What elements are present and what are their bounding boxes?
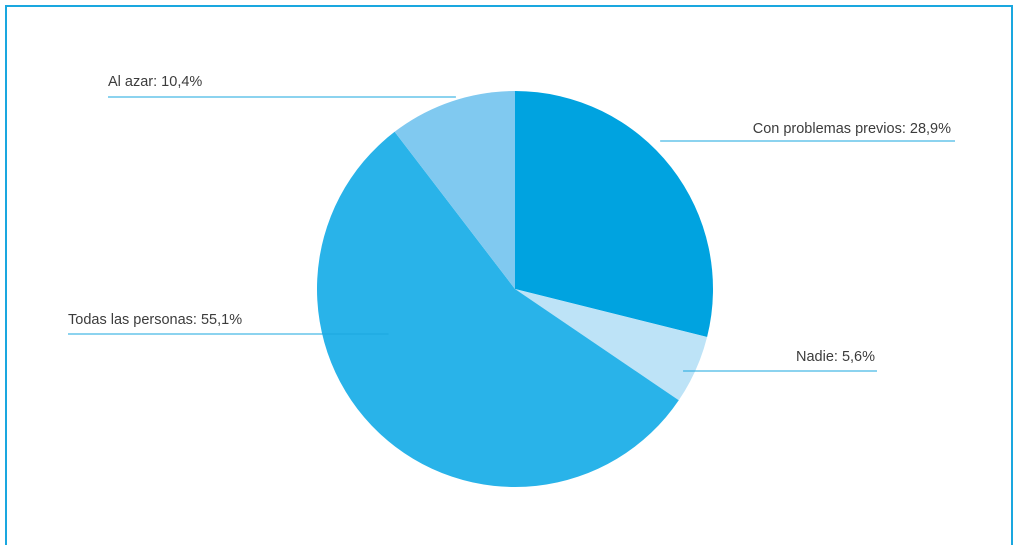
slice-label-con-problemas-previos: Con problemas previos: 28,9%	[753, 121, 951, 137]
pie-slices	[316, 91, 714, 488]
pie-slice-nadie	[515, 289, 708, 401]
pie-slice-con-problemas-previos	[515, 91, 714, 338]
slice-label-al-azar: Al azar: 10,4%	[108, 74, 202, 90]
pie-slice-al-azar	[394, 91, 515, 289]
slice-label-nadie: Nadie: 5,6%	[796, 349, 875, 365]
chart-frame	[5, 5, 1013, 545]
slice-label-todas-las-personas: Todas las personas: 55,1%	[68, 312, 242, 328]
leader-lines	[68, 96, 955, 372]
pie-slice-todas-las-personas	[316, 131, 679, 488]
pie-chart: Con problemas previos: 28,9% Nadie: 5,6%…	[68, 74, 955, 488]
